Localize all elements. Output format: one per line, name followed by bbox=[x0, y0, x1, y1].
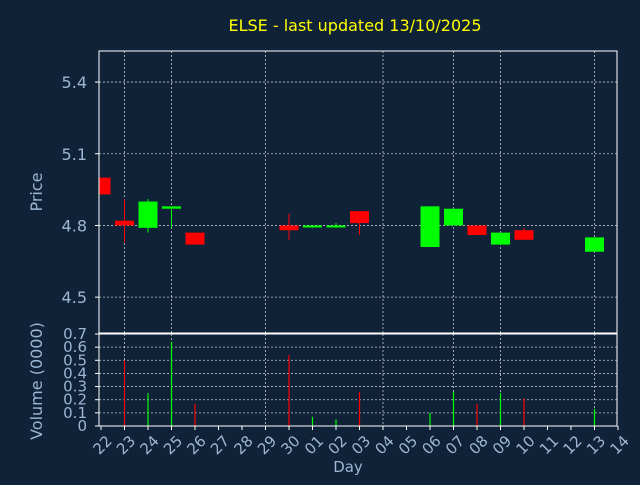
candle-body bbox=[326, 225, 346, 228]
volume-tick-label: 0 bbox=[77, 417, 87, 435]
volume-tick-label: 0.6 bbox=[63, 338, 87, 356]
candle-body bbox=[491, 232, 510, 245]
candle-body bbox=[185, 232, 205, 245]
price-tick-label: 5.4 bbox=[62, 73, 87, 92]
price-gridlines bbox=[99, 51, 617, 333]
volume-axis-label: Volume (0000) bbox=[27, 322, 46, 440]
volume-tick-label: 0.3 bbox=[63, 378, 87, 396]
candle-body bbox=[585, 237, 604, 252]
candle-body bbox=[99, 177, 111, 195]
volume-tick-label: 0.2 bbox=[63, 391, 87, 409]
volume-axis-ticks: 00.10.20.30.40.50.60.7 bbox=[63, 325, 99, 435]
price-tick-label: 4.8 bbox=[62, 216, 87, 235]
x-axis-label: Day bbox=[333, 458, 363, 476]
candle-body bbox=[444, 208, 463, 226]
candles bbox=[99, 177, 604, 252]
price-axis-label: Price bbox=[27, 172, 46, 211]
candle-body bbox=[162, 206, 181, 209]
volume-panel-frame bbox=[98, 333, 618, 427]
candle-body bbox=[303, 225, 322, 228]
candle-body bbox=[514, 230, 534, 240]
candle-body bbox=[467, 225, 487, 236]
price-axis-ticks: 4.5 4.8 5.1 5.4 bbox=[62, 73, 99, 307]
candle-body bbox=[279, 225, 299, 231]
candle-body bbox=[138, 201, 158, 228]
volume-tick-label: 0.5 bbox=[63, 351, 87, 369]
price-tick-label: 5.1 bbox=[62, 145, 87, 164]
chart-title: ELSE - last updated 13/10/2025 bbox=[228, 16, 481, 35]
candle-body bbox=[350, 211, 369, 224]
price-panel-frame bbox=[98, 50, 618, 334]
volume-tick-label: 0.1 bbox=[63, 404, 87, 422]
candle-body bbox=[115, 220, 134, 226]
price-tick-label: 4.5 bbox=[62, 288, 87, 307]
volume-tick-label: 0.7 bbox=[63, 325, 87, 343]
volume-bars bbox=[123, 341, 596, 426]
candle-body bbox=[420, 206, 440, 247]
volume-tick-label: 0.4 bbox=[63, 364, 87, 382]
